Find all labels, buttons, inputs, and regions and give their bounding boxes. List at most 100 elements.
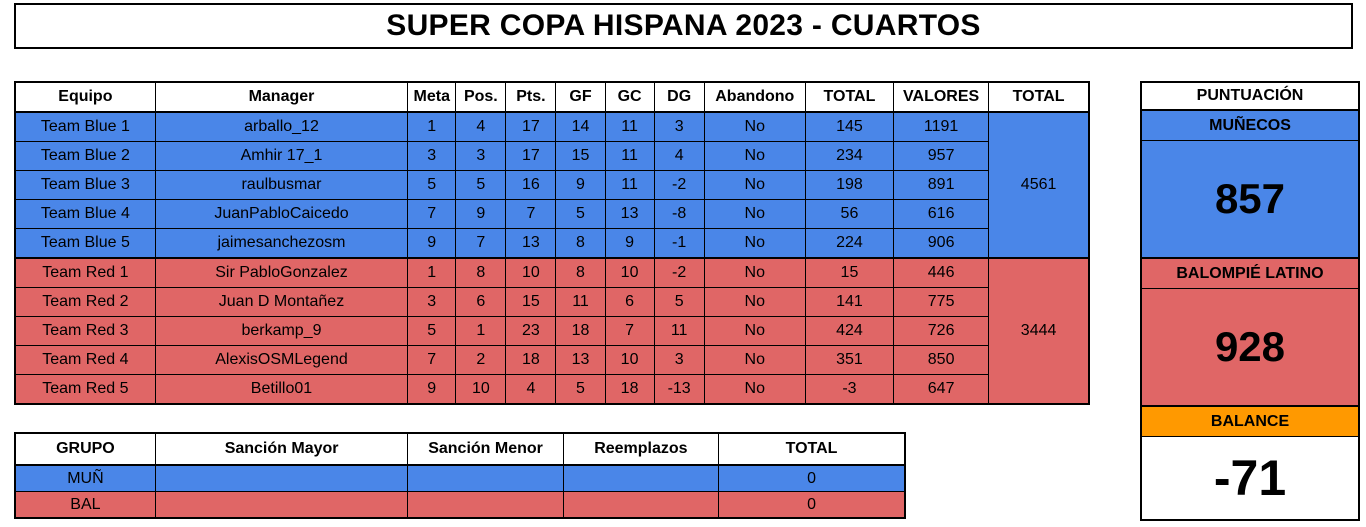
table-cell: Betillo01 [154, 374, 408, 404]
table-cell: 13 [505, 228, 556, 258]
table-cell: 424 [804, 316, 894, 346]
table-cell: 18 [505, 345, 556, 375]
blue-team-score: 857 [1214, 175, 1286, 222]
table-row: Team Blue 1 arballo_12 1 4 17 14 11 3 No 145 1191 4… [15, 112, 1089, 258]
table-cell: -8 [653, 199, 705, 229]
table-cell: 11 [653, 316, 705, 346]
table-cell: JuanPabloCaicedo [154, 199, 408, 229]
table-cell: 198 [804, 170, 894, 200]
table-cell: 17 [505, 112, 556, 142]
table-cell: -2 [653, 170, 705, 200]
table-cell: AlexisOSMLegend [154, 345, 408, 375]
standings-table: Equipo Manager Meta Pos. Pts. GF GC DG Abandono T… [14, 81, 1090, 405]
table-cell: Team Red 4 [15, 345, 156, 375]
balance-label: BALANCE [1142, 407, 1358, 437]
column-header: TOTAL [988, 82, 1089, 113]
column-header: Meta [407, 82, 456, 113]
table-cell: 10 [505, 257, 556, 288]
table-row: Team Red 1 Sir PabloGonzalez 1 8 10 8 10 -2 No 15… [15, 257, 1089, 404]
table-cell: No [703, 112, 806, 142]
table-cell: 10 [455, 374, 506, 404]
table-cell: 1 [407, 112, 456, 142]
sanction-total-cell: 0 [718, 465, 905, 492]
table-cell: Juan D Montañez [154, 287, 408, 317]
blue-team-total: 4561 [988, 112, 1089, 258]
table-cell: 13 [555, 345, 606, 375]
table-cell: 906 [893, 228, 989, 258]
table-cell: 10 [604, 345, 655, 375]
table-cell: No [703, 228, 806, 258]
table-cell: No [703, 141, 806, 171]
table-row: Team Blue 3 raulbusmar 5 5 16 9 11 -2 No 198 891 [15, 170, 1089, 200]
table-cell: 3 [407, 287, 456, 317]
table-cell: 9 [407, 228, 456, 258]
table-row: Team Red 2 Juan D Montañez 3 6 15 11 6 5 No 141 77… [15, 287, 1089, 317]
table-cell: 446 [893, 257, 989, 288]
table-row: BAL 0 [15, 491, 905, 518]
sanction-group-cell: BAL [15, 491, 156, 518]
table-cell: 5 [555, 374, 606, 404]
table-cell: 16 [505, 170, 556, 200]
table-cell: 4 [455, 112, 506, 142]
sanction-minor-cell [407, 491, 564, 518]
table-cell: 6 [455, 287, 506, 317]
table-cell: 7 [407, 345, 456, 375]
column-header: TOTAL [718, 433, 905, 466]
column-header: GC [604, 82, 655, 113]
table-cell: 224 [804, 228, 894, 258]
table-cell: 8 [555, 228, 606, 258]
column-header: Pts. [505, 82, 556, 113]
sanctions-header-row: GRUPO Sanción Mayor Sanción Menor Reemplazo… [15, 433, 905, 466]
table-cell: 5 [407, 316, 456, 346]
table-row: Team Blue 4 JuanPabloCaicedo 7 9 7 5 13 -8 No 56 6… [15, 199, 1089, 229]
table-cell: 23 [505, 316, 556, 346]
table-cell: Team Blue 1 [40, 118, 130, 135]
sanction-replacements-cell [562, 491, 719, 518]
column-header: Sanción Menor [407, 433, 564, 466]
red-team-score-block: BALOMPIÉ LATINO 928 [1142, 259, 1358, 407]
table-cell: Team Red 5 [15, 374, 156, 404]
table-cell: 5 [407, 170, 456, 200]
table-cell: berkamp_9 [154, 316, 408, 346]
table-cell: 7 [505, 199, 556, 229]
column-header: Manager [154, 82, 408, 113]
table-cell: 1 [407, 257, 456, 288]
table-row: Team Red 3 berkamp_9 5 1 23 18 7 11 No 424 726 [15, 316, 1089, 346]
table-cell: No [703, 257, 806, 288]
column-header: Equipo [15, 82, 156, 113]
balance-value: -71 [1142, 437, 1358, 519]
table-cell: Team Blue 4 [15, 199, 156, 229]
table-cell: 11 [555, 287, 606, 317]
table-cell: Amhir 17_1 [154, 141, 408, 171]
table-cell: Team Blue 5 [15, 228, 156, 258]
sanction-replacements-cell [562, 465, 719, 492]
table-cell: 145 [804, 112, 894, 142]
table-row: Team Red 4 AlexisOSMLegend 7 2 18 13 10 3 No 351 8… [15, 345, 1089, 375]
table-cell: 9 [604, 228, 655, 258]
table-cell: 1 [455, 316, 506, 346]
table-cell: 957 [893, 141, 989, 171]
table-cell: 726 [893, 316, 989, 346]
table-cell: 10 [604, 257, 655, 288]
table-cell: 6 [604, 287, 655, 317]
table-cell: No [703, 374, 806, 404]
table-cell: 17 [505, 141, 556, 171]
score-panel-header: PUNTUACIÓN [1142, 83, 1358, 111]
column-header: Sanción Mayor [154, 433, 408, 466]
table-cell: 18 [604, 374, 655, 404]
table-cell: 4 [505, 374, 556, 404]
table-cell: 2 [455, 345, 506, 375]
table-cell: Team Blue 3 [15, 170, 156, 200]
column-header: GRUPO [15, 433, 156, 466]
table-cell: 11 [604, 170, 655, 200]
table-row: Team Blue 2 Amhir 17_1 3 3 17 15 11 4 No 234 957 [15, 141, 1089, 171]
table-cell: 14 [555, 112, 606, 142]
column-header: TOTAL [804, 82, 894, 113]
blue-team-label: MUÑECOS [1142, 111, 1358, 141]
table-cell: No [703, 199, 806, 229]
table-cell: No [703, 316, 806, 346]
table-cell: raulbusmar [154, 170, 408, 200]
table-cell: 13 [604, 199, 655, 229]
table-cell: 351 [804, 345, 894, 375]
table-cell: 4 [653, 141, 705, 171]
